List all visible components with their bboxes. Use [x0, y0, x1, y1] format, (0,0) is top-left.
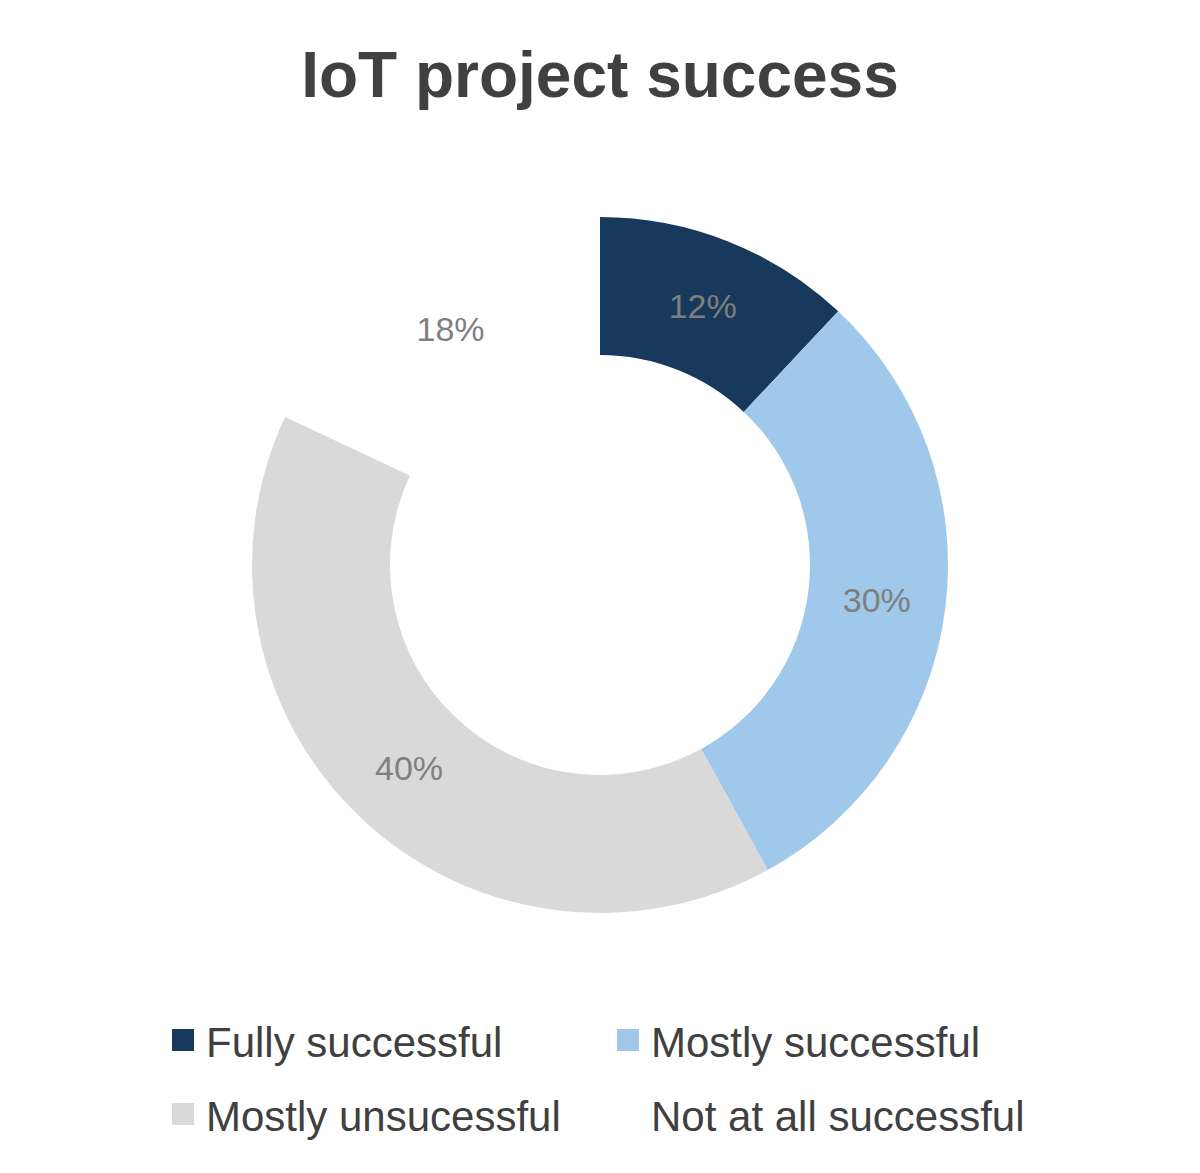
chart: IoT project success 12% 30% 40% 18% Fully suc… — [0, 0, 1200, 1173]
data-label: 40% — [375, 749, 443, 787]
slice — [285, 217, 600, 476]
data-labels: 12% 30% 40% 18% — [375, 287, 911, 788]
legend-label: Mostly unsucessful — [206, 1093, 561, 1140]
slice — [701, 311, 948, 870]
data-label: 30% — [843, 581, 911, 619]
title: IoT project success — [301, 39, 899, 111]
legend-label: Fully successful — [206, 1019, 502, 1066]
legend-marker — [172, 1103, 194, 1125]
legend: Fully successful Mostly successful Mostly … — [172, 1019, 1025, 1140]
legend-marker — [617, 1103, 639, 1125]
data-label: 12% — [669, 287, 737, 325]
legend-marker — [172, 1029, 194, 1051]
data-label: 18% — [416, 310, 484, 348]
slice — [252, 417, 768, 913]
legend-marker — [617, 1029, 639, 1051]
legend-label: Not at all successful — [651, 1093, 1025, 1140]
legend-label: Mostly successful — [651, 1019, 980, 1066]
slices — [252, 217, 948, 913]
